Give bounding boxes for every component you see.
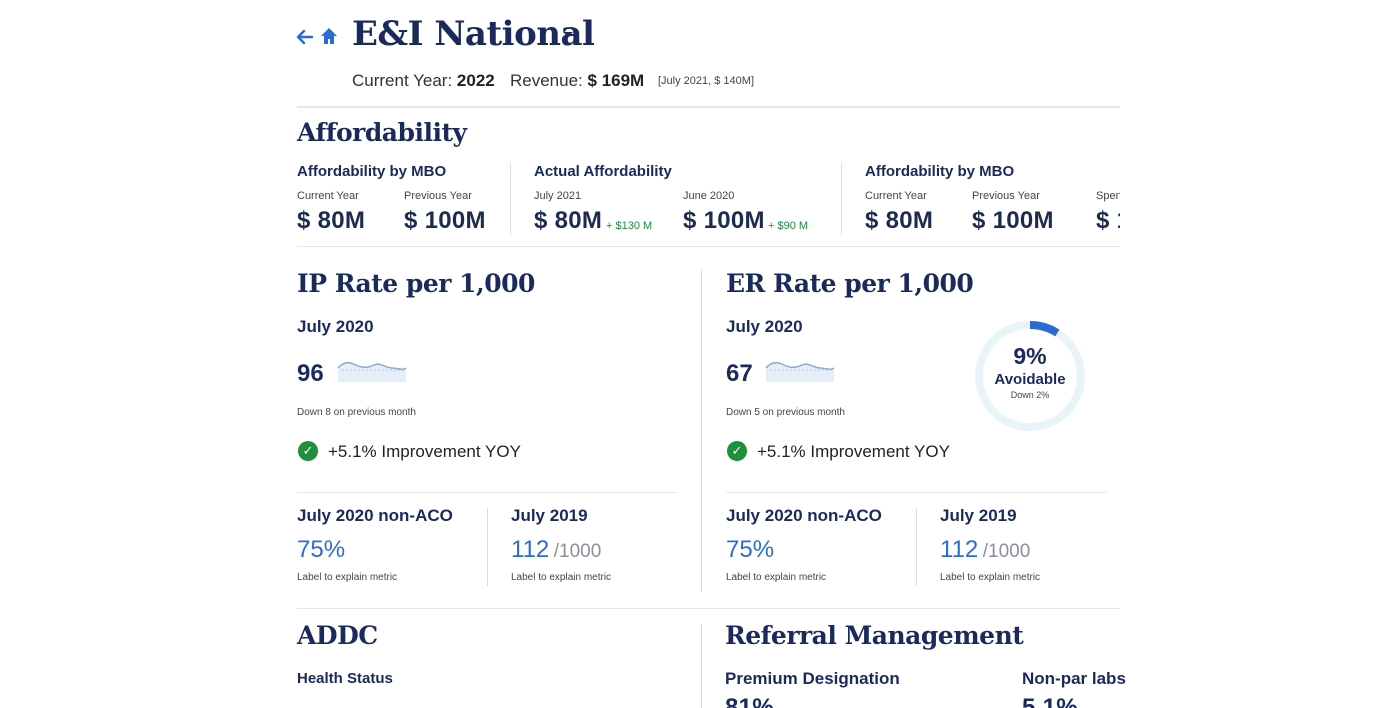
ip-prev-metric: 112 /1000 — [511, 536, 601, 564]
revenue-previous: [July 2021, $ 140M] — [658, 75, 755, 87]
mbo1-previous-value: $ 100M — [404, 207, 486, 234]
mbo1-previous-label: Previous Year — [404, 190, 472, 202]
rates-divider-bottom — [297, 608, 1120, 609]
ip-non-aco-value: 75% — [297, 536, 346, 563]
non-par-labs-value: 5.1% — [1022, 694, 1078, 708]
ip-non-aco-label: July 2020 non-ACO — [297, 506, 453, 525]
er-rate-title: ER Rate per 1,000 — [726, 269, 974, 298]
mbo1-current-value: $ 80M — [297, 207, 366, 234]
er-prev-of: /1000 — [982, 541, 1031, 562]
er-prev-note: Label to explain metric — [940, 572, 1041, 583]
back-arrow-icon[interactable] — [295, 27, 315, 47]
er-metric-divider — [916, 508, 917, 586]
er-rate-value: 67 — [726, 360, 753, 387]
ip-rate-sparkline — [337, 362, 407, 382]
bottom-columns-divider — [701, 624, 702, 708]
ip-rate-improvement: +5.1% Improvement YOY — [328, 442, 521, 461]
avoidable-donut — [975, 321, 1085, 431]
affordability-divider-2 — [841, 163, 842, 235]
ip-non-aco-note: Label to explain metric — [297, 572, 398, 583]
donut-label: Avoidable — [994, 371, 1066, 388]
premium-designation-label: Premium Designation — [725, 669, 900, 688]
mbo1-title: Affordability by MBO — [297, 163, 447, 180]
header-divider — [297, 106, 1120, 108]
ip-prev-of: /1000 — [553, 541, 602, 562]
revenue-label: Revenue: — [510, 71, 583, 90]
addc-title: ADDC — [297, 621, 378, 650]
ip-prev-note: Label to explain metric — [511, 572, 612, 583]
revenue-value: $ 169M — [587, 71, 645, 90]
affordability-title: Affordability — [297, 118, 467, 147]
er-prev-label: July 2019 — [940, 506, 1017, 525]
ip-rate-value: 96 — [297, 360, 324, 387]
revenue: Revenue: $ 169M — [510, 71, 644, 91]
er-rate-sparkline — [765, 362, 835, 382]
ip-prev-label: July 2019 — [511, 506, 588, 525]
mbo1-current-label: Current Year — [297, 190, 359, 202]
actual-title: Actual Affordability — [534, 163, 672, 180]
ip-rate-period: July 2020 — [297, 317, 374, 336]
donut-value: 9% — [1013, 343, 1047, 369]
non-par-labs-label: Non-par labs — [1022, 669, 1126, 688]
checkmark-icon: ✓ — [298, 441, 318, 461]
mbo2-previous-label: Previous Year — [972, 190, 1040, 202]
ip-rate-divider — [297, 492, 678, 493]
premium-designation-value: 81% — [725, 694, 774, 708]
current-year-value: 2022 — [456, 71, 495, 90]
donut-center: 9% Avoidable Down 2% — [972, 343, 1088, 400]
actual-b-label: June 2020 — [683, 190, 735, 202]
home-icon[interactable] — [319, 26, 339, 46]
actual-a-delta: + $130 M — [606, 220, 653, 232]
affordability-divider-bottom — [297, 246, 1120, 247]
mbo2-current-label: Current Year — [865, 190, 927, 202]
actual-a-value: $ 80M — [534, 207, 603, 234]
checkmark-icon: ✓ — [727, 441, 747, 461]
er-prev-value: 112 — [940, 536, 979, 563]
title-dropdown-caret-icon[interactable] — [563, 32, 573, 37]
affordability-divider-1 — [510, 163, 511, 235]
mbo2-card: Affordability by MBO Current Year $ 80M … — [865, 160, 1120, 240]
mbo2-current-value: $ 80M — [865, 207, 934, 234]
mbo2-previous-value: $ 100M — [972, 207, 1054, 234]
ip-metric-divider — [487, 508, 488, 586]
actual-b-value: $ 100M — [683, 207, 765, 234]
mbo2-third-value: $ 1 — [1096, 207, 1120, 234]
er-non-aco-value: 75% — [726, 536, 775, 563]
donut-value-arc — [975, 321, 1085, 431]
current-year: Current Year: 2022 — [352, 71, 495, 91]
mbo2-third-label: Spen — [1096, 190, 1120, 202]
er-prev-metric: 112 /1000 — [940, 536, 1030, 564]
er-rate-period: July 2020 — [726, 317, 803, 336]
health-status-label: Health Status — [297, 670, 393, 687]
er-non-aco-note: Label to explain metric — [726, 572, 827, 583]
ip-rate-change-note: Down 8 on previous month — [297, 407, 416, 418]
er-rate-improvement: +5.1% Improvement YOY — [757, 442, 950, 461]
er-rate-divider — [726, 492, 1107, 493]
actual-a-label: July 2021 — [534, 190, 582, 202]
rate-columns-divider — [701, 270, 702, 592]
actual-b-delta: + $90 M — [768, 220, 809, 232]
donut-note: Down 2% — [1010, 390, 1050, 400]
current-year-label: Current Year: — [352, 71, 453, 90]
ip-rate-title: IP Rate per 1,000 — [297, 269, 535, 298]
mbo2-title: Affordability by MBO — [865, 163, 1015, 180]
page-title: E&I National — [352, 14, 595, 54]
er-rate-change-note: Down 5 on previous month — [726, 407, 845, 418]
er-non-aco-label: July 2020 non-ACO — [726, 506, 882, 525]
referral-title: Referral Management — [725, 621, 1024, 650]
ip-prev-value: 112 — [511, 536, 550, 563]
